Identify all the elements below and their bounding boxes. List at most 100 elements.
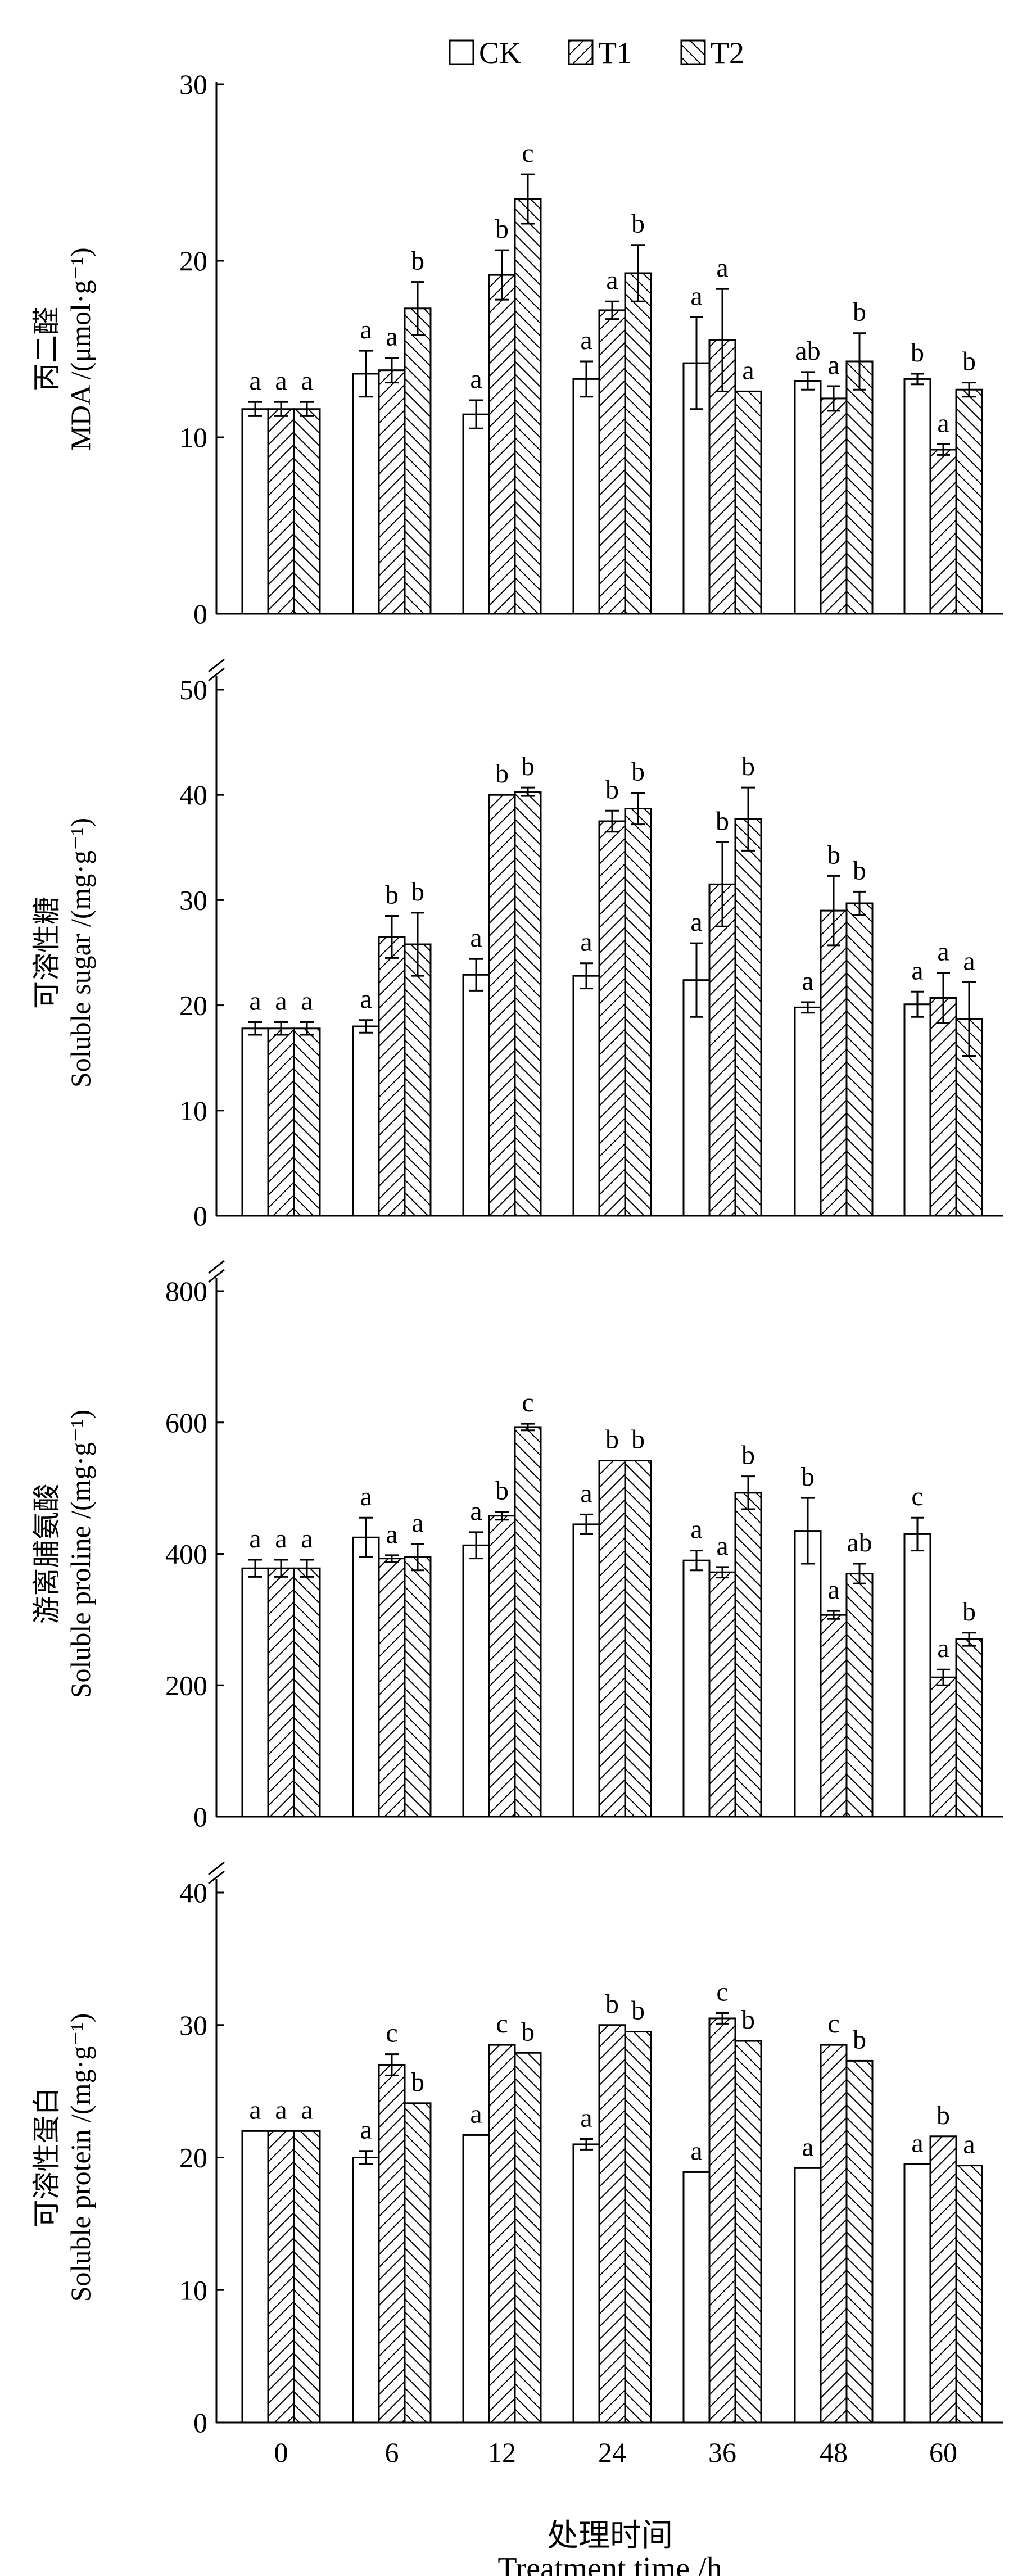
mda-bar-t1 bbox=[267, 408, 295, 615]
protein-bar-ck bbox=[352, 2157, 380, 2424]
protein-bar-t1 bbox=[378, 2063, 406, 2424]
mda-y-tick-label: 30 bbox=[179, 69, 207, 100]
protein-sig-label-t2: b bbox=[741, 2005, 755, 2035]
proline-sig-label-ck: a bbox=[690, 1515, 702, 1545]
protein-sig-label-t2: b bbox=[411, 2067, 424, 2097]
x-tick-label: 6 bbox=[385, 2437, 399, 2468]
mda-bar-t2 bbox=[514, 198, 542, 615]
proline-sig-label-t1: b bbox=[605, 1425, 619, 1455]
mda-sig-label-ck: b bbox=[911, 338, 924, 368]
x-axis-title-en: Treatment time /h bbox=[497, 2551, 722, 2576]
sugar-bar-t2 bbox=[734, 818, 762, 1217]
protein-sig-label-t2: b bbox=[853, 2025, 866, 2054]
mda-bar-ck bbox=[903, 378, 931, 615]
mda-bar-ck bbox=[462, 413, 490, 615]
protein-bar-ck bbox=[241, 2130, 269, 2424]
sugar-bar-ck bbox=[794, 1006, 822, 1217]
proline-bar-ck bbox=[352, 1536, 380, 1818]
protein-y-tick-label: 10 bbox=[179, 2274, 207, 2306]
mda-bar-ck bbox=[241, 408, 269, 615]
proline-sig-label-t2: b bbox=[631, 1425, 645, 1455]
mda-bar-ck bbox=[572, 378, 600, 615]
panel-soluble-proline: 0 200 400 600 800 游离脯氨酸 Soluble proline /(mg·g… bbox=[31, 1260, 1003, 1832]
mda-sig-label-ck: a bbox=[690, 281, 702, 311]
protein-axis-break-mark bbox=[208, 1861, 225, 1876]
protein-axis-break-mark bbox=[208, 1870, 225, 1885]
proline-sig-label-t1: a bbox=[275, 1524, 287, 1554]
protein-sig-label-ck: a bbox=[360, 2115, 372, 2145]
protein-bar-t1 bbox=[929, 2135, 957, 2424]
proline-bar-t1 bbox=[267, 1567, 295, 1818]
mda-y-tick-label: 10 bbox=[179, 422, 207, 453]
proline-axis-break-mark bbox=[208, 1260, 225, 1274]
protein-sig-label-ck: a bbox=[249, 2095, 261, 2125]
sugar-sig-label-t2: b bbox=[631, 757, 645, 786]
proline-sig-label-ck: a bbox=[249, 1524, 261, 1554]
protein-sig-label-t1: c bbox=[827, 2009, 839, 2039]
sugar-bar-ck bbox=[572, 975, 600, 1217]
proline-y-tick-label: 600 bbox=[165, 1407, 207, 1438]
proline-bar-ck bbox=[682, 1559, 711, 1818]
protein-sig-label-t1: c bbox=[496, 2009, 508, 2039]
proline-sig-label-t2: b bbox=[741, 1441, 755, 1470]
protein-y-tick-label: 20 bbox=[179, 2142, 207, 2174]
mda-sig-label-ck: a bbox=[470, 364, 482, 394]
sugar-sig-label-t1: b bbox=[385, 880, 399, 909]
proline-bar-t1 bbox=[708, 1571, 736, 1818]
protein-sig-label-ck: a bbox=[580, 2103, 592, 2133]
protein-sig-label-t2: b bbox=[521, 2017, 535, 2047]
proline-sig-label-t2: a bbox=[301, 1524, 313, 1554]
protein-sig-label-t2: a bbox=[963, 2130, 975, 2160]
mda-bar-t1 bbox=[929, 449, 957, 615]
mda-y-tick-label: 0 bbox=[193, 598, 207, 630]
protein-y-tick-label: 40 bbox=[179, 1877, 207, 1908]
proline-bar-t1 bbox=[820, 1614, 848, 1818]
mda-bar-ck bbox=[352, 373, 380, 615]
proline-sig-label-t2: a bbox=[411, 1508, 423, 1538]
mda-bar-t2 bbox=[293, 408, 321, 615]
legend-swatch-t2 bbox=[680, 39, 706, 65]
protein-sig-label-t1: c bbox=[386, 2018, 397, 2048]
proline-sig-label-ck: a bbox=[360, 1482, 372, 1511]
protein-y-axis-label-cn: 可溶性蛋白 bbox=[31, 2088, 62, 2228]
protein-bar-ck bbox=[682, 2171, 711, 2424]
mda-sig-label-ck: ab bbox=[795, 336, 820, 366]
x-tick-label: 0 bbox=[274, 2437, 288, 2468]
sugar-bar-t1 bbox=[598, 820, 626, 1217]
mda-y-axis-label-cn: 丙二醛 bbox=[31, 307, 62, 391]
protein-bar-t2 bbox=[624, 2031, 652, 2424]
protein-sig-label-t1: b bbox=[937, 2100, 950, 2130]
mda-bar-t1 bbox=[820, 397, 848, 615]
proline-bar-t2 bbox=[404, 1556, 432, 1818]
mda-sig-label-t1: b bbox=[495, 214, 509, 244]
sugar-sig-label-t1: b bbox=[605, 775, 619, 804]
mda-sig-label-t1: a bbox=[827, 350, 839, 380]
sugar-sig-label-ck: a bbox=[911, 956, 923, 985]
mda-sig-label-t1: a bbox=[275, 366, 287, 396]
proline-bar-t2 bbox=[624, 1460, 652, 1818]
sugar-y-tick-label: 20 bbox=[179, 990, 207, 1021]
x-tick-label: 48 bbox=[820, 2437, 848, 2468]
sugar-bar-t2 bbox=[514, 791, 542, 1217]
mda-bar-t1 bbox=[598, 309, 626, 615]
x-tick-label: 24 bbox=[598, 2437, 626, 2468]
proline-sig-label-ck: c bbox=[911, 1482, 923, 1511]
proline-sig-label-t2: c bbox=[522, 1388, 533, 1418]
protein-bar-ck bbox=[572, 2143, 600, 2424]
sugar-y-tick-label: 50 bbox=[179, 674, 207, 705]
sugar-bar-t1 bbox=[708, 883, 736, 1217]
sugar-sig-label-t1: b bbox=[827, 840, 840, 870]
mda-sig-label-t1: a bbox=[606, 265, 618, 295]
mda-sig-label-t2: c bbox=[522, 138, 533, 168]
mda-bar-t1 bbox=[378, 369, 406, 615]
proline-y-axis-label-en: Soluble proline /(mg·g⁻¹) bbox=[65, 1410, 96, 1699]
protein-bar-t2 bbox=[293, 2130, 321, 2424]
panel-soluble-protein: 0 10 20 30 40 可溶性蛋白 Soluble protein /(mg·g⁻¹) a… bbox=[31, 1861, 1003, 2438]
mda-bar-t2 bbox=[624, 272, 652, 615]
sugar-sig-label-t2: a bbox=[301, 986, 313, 1016]
protein-bar-t2 bbox=[404, 2102, 432, 2424]
x-tick-label: 60 bbox=[929, 2437, 957, 2468]
